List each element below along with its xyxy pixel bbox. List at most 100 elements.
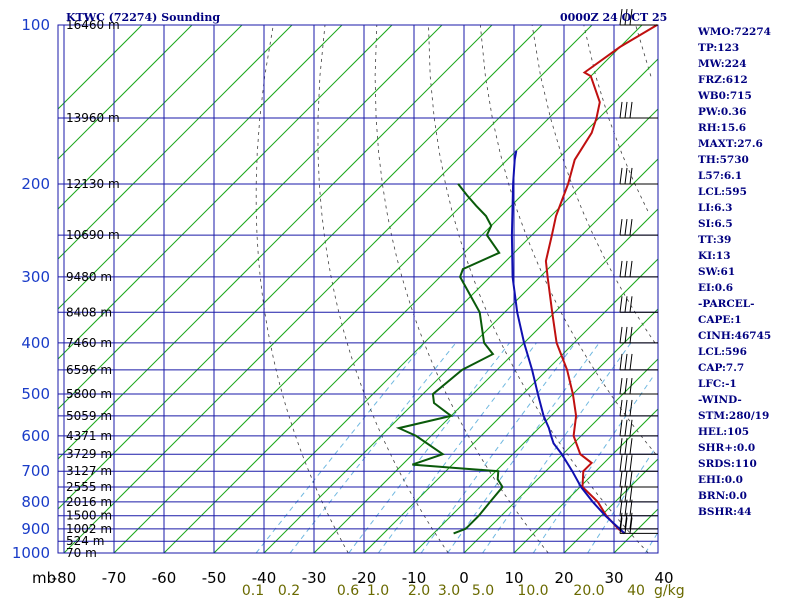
height-label: 12130 m (66, 177, 120, 191)
index-item: LI:6.3 (698, 202, 733, 214)
wind-barb-feather (619, 517, 623, 534)
profile-lines (395, 24, 658, 535)
height-label: 1500 m (66, 509, 112, 523)
mixing-ratio-tick-label: 0.6 (337, 583, 359, 599)
temperature-tick-label: -80 (52, 569, 77, 587)
index-item: MAXT:27.6 (698, 138, 763, 150)
pressure-tick-label: 300 (21, 268, 50, 286)
wind-barb-feather (624, 326, 628, 343)
wind-barb-feather (624, 353, 628, 370)
isotherm-line (63, 24, 593, 554)
index-item: LCL:596 (698, 346, 747, 358)
mixing-ratio-tick-label: 20.0 (573, 583, 604, 599)
dry-adiabat-line (255, 24, 349, 554)
height-label: 3127 m (66, 464, 112, 478)
chart-time: 0000Z 24 OCT 25 (560, 11, 667, 24)
height-label: 7460 m (66, 336, 112, 350)
mixing-ratio-tick-label: 3.0 (438, 583, 460, 599)
index-item: BSHR:44 (698, 506, 752, 518)
wind-barb-feather (629, 326, 633, 343)
wind-barb-feather (619, 326, 623, 343)
height-label: 10690 m (66, 228, 120, 242)
wind-barb-feather (624, 219, 628, 236)
isotherm-line (57, 24, 143, 110)
height-label: 5800 m (66, 387, 112, 401)
mixing-ratio-tick-label: 10.0 (517, 583, 548, 599)
height-label: 5059 m (66, 409, 112, 423)
pressure-tick-label: 200 (21, 175, 50, 193)
wind-barb-feather (619, 167, 623, 185)
wind-barb-feather (629, 470, 633, 488)
wind-barb-feather (624, 517, 628, 534)
index-item: LCL:595 (698, 186, 747, 198)
wind-barb-feather (624, 455, 628, 472)
isotherm-line (57, 24, 493, 460)
wind-barb-feather (619, 101, 623, 119)
wind-barb-feather (619, 455, 623, 472)
plot-frame (57, 24, 659, 554)
temperature-tick-label: 10 (504, 569, 523, 587)
temperature-tick-label: 20 (554, 569, 573, 587)
temperature-tick-label: -70 (102, 569, 127, 587)
height-label: 9480 m (66, 270, 112, 284)
pressure-tick-label: 500 (21, 385, 50, 403)
height-label: 2555 m (66, 480, 112, 494)
mixing-ratio-line (532, 374, 655, 554)
wind-barb (619, 438, 658, 455)
isotherm-line (163, 58, 659, 554)
dry-adiabats (255, 24, 657, 554)
pressure-tick-label: 800 (21, 493, 50, 511)
mixing-ratio-tick-label: 0.1 (242, 583, 264, 599)
height-label: 524 m (66, 534, 104, 548)
wind-barb-feather (629, 499, 633, 516)
index-item: FRZ:612 (698, 74, 748, 86)
height-label: 3729 m (66, 447, 112, 461)
temperature-tick-label: -60 (152, 569, 177, 587)
wind-barb (619, 219, 658, 236)
wind-barb (619, 101, 658, 119)
height-label: 4371 m (66, 429, 112, 443)
pressure-tick-label: 700 (21, 462, 50, 480)
height-label: 70 m (66, 546, 97, 560)
pressure-unit-label: mb (32, 569, 56, 587)
mixing-ratio-unit-label: g/kg (654, 583, 685, 599)
index-item: SW:61 (698, 266, 736, 278)
mixing-ratio-line (644, 533, 658, 554)
wind-barb-feather (619, 260, 623, 277)
isotherm-line (113, 24, 643, 554)
wind-barb-feather (629, 353, 633, 370)
wind-barb-feather (619, 419, 623, 436)
wind-barb (619, 8, 658, 26)
wind-barb-feather (619, 377, 623, 395)
wind-barb-feather (624, 167, 628, 185)
wind-barb-feather (624, 419, 628, 436)
height-label: 13960 m (66, 111, 120, 125)
isotherm-line (563, 458, 659, 554)
isotherm-line (413, 308, 659, 554)
wind-barb-feather (629, 260, 633, 277)
dry-adiabat-line (479, 24, 657, 455)
height-label: 6596 m (66, 363, 112, 377)
wind-barb (619, 485, 658, 503)
wind-barb-feather (629, 167, 633, 185)
wind-barb-feather (629, 8, 633, 26)
mixing-ratio-line (420, 342, 576, 554)
wind-barb-feather (624, 438, 628, 455)
height-label: 16460 m (66, 18, 120, 32)
isotherm-line (57, 24, 543, 510)
temperature-tick-label: 40 (654, 569, 673, 587)
dry-adiabat-line (428, 24, 649, 554)
index-item: SHR+:0.0 (698, 442, 756, 454)
isotherm-line (57, 24, 193, 160)
wind-barb-feather (619, 399, 623, 416)
wind-barb (619, 167, 658, 185)
height-label: 2016 m (66, 495, 112, 509)
index-item: CINH:46745 (698, 330, 772, 342)
pressure-tick-label: 600 (21, 427, 50, 445)
index-item: TP:123 (698, 42, 740, 54)
wind-barb-feather (624, 499, 628, 516)
wind-barb-feather (619, 296, 623, 313)
parcel-line (510, 150, 626, 535)
